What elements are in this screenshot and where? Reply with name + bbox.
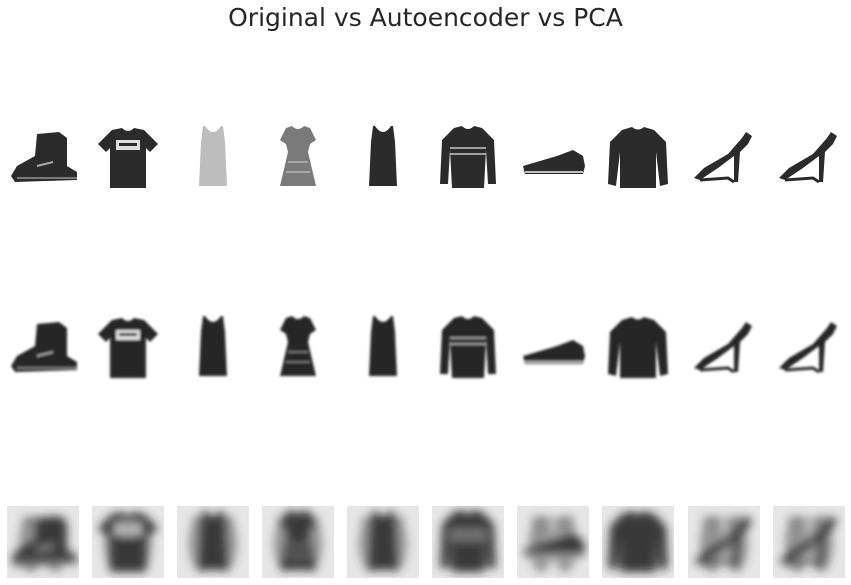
autoencoder-image-dress	[262, 312, 334, 384]
pca-image-pullover	[602, 506, 674, 578]
autoencoder-image-pullover	[602, 312, 674, 384]
autoencoder-reconstructions-row	[0, 312, 851, 386]
pca-image-sandal	[688, 506, 760, 578]
pca-image-sweater	[432, 506, 504, 578]
original-images-row	[0, 122, 851, 196]
original-image-sandal	[773, 122, 845, 194]
pca-image-top	[347, 506, 419, 578]
autoencoder-image-sandal	[688, 312, 760, 384]
original-image-t-shirt	[92, 122, 164, 194]
autoencoder-image-sandal	[773, 312, 845, 384]
autoencoder-image-top	[177, 312, 249, 384]
pca-image-sandal	[773, 506, 845, 578]
original-image-sweater	[432, 122, 504, 194]
pca-reconstructions-row	[0, 506, 851, 580]
autoencoder-image-t-shirt	[92, 312, 164, 384]
original-image-sneaker	[517, 122, 589, 194]
figure-title: Original vs Autoencoder vs PCA	[228, 3, 623, 32]
original-image-ankle-boot	[7, 122, 79, 194]
pca-image-top	[177, 506, 249, 578]
pca-image-ankle-boot	[7, 506, 79, 578]
original-image-sandal	[688, 122, 760, 194]
pca-image-t-shirt	[92, 506, 164, 578]
autoencoder-image-sweater	[432, 312, 504, 384]
pca-image-dress	[262, 506, 334, 578]
original-image-pullover	[602, 122, 674, 194]
original-image-dress	[262, 122, 334, 194]
pca-image-sneaker	[517, 506, 589, 578]
original-image-top	[177, 122, 249, 194]
original-image-top	[347, 122, 419, 194]
autoencoder-image-top	[347, 312, 419, 384]
autoencoder-image-ankle-boot	[7, 312, 79, 384]
autoencoder-image-sneaker	[517, 312, 589, 384]
